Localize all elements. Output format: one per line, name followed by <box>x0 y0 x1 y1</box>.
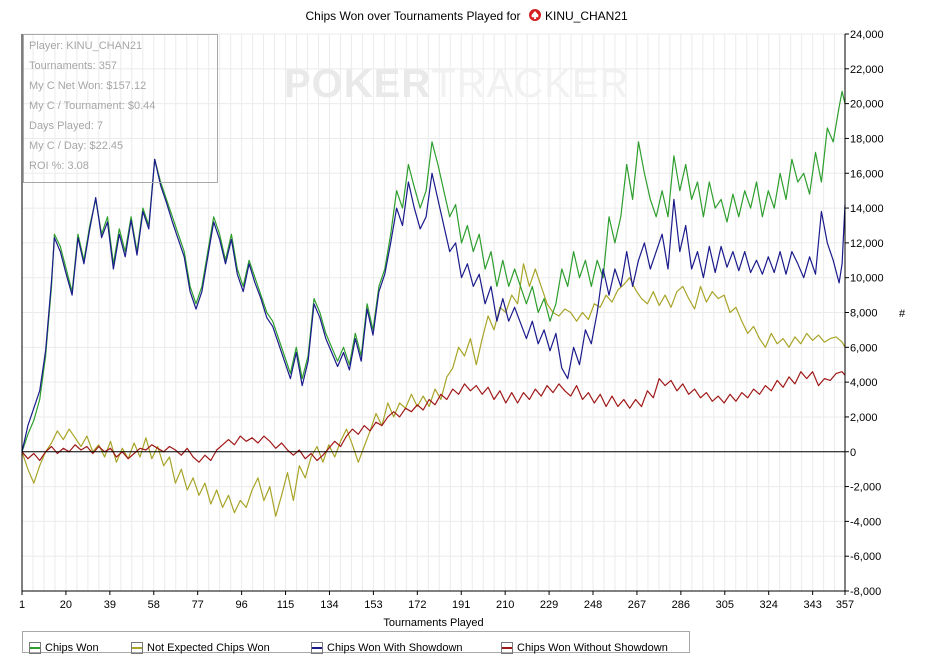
x-tick-label: 58 <box>148 599 160 611</box>
x-tick-label: 115 <box>277 599 295 611</box>
x-tick-label: 210 <box>496 599 514 611</box>
y-tick-label: 12,000 <box>850 238 884 250</box>
x-tick-label: 343 <box>803 599 821 611</box>
x-tick-label: 39 <box>104 599 116 611</box>
y-tick-label: 0 <box>850 447 856 459</box>
axes-layer: 24,00022,00020,00018,00016,00014,00012,0… <box>19 29 906 629</box>
legend-label: Not Expected Chips Won <box>147 642 270 654</box>
pokerstars-spade-icon <box>529 9 541 21</box>
watermark-part2: TRACKER <box>431 62 630 106</box>
stats-days-played: Days Played: 7 <box>29 120 103 132</box>
y-tick-label: 18,000 <box>850 133 884 145</box>
x-tick-label: 286 <box>672 599 690 611</box>
y-tick-label: -4,000 <box>850 516 881 528</box>
stats-per-day: My C / Day: $22.45 <box>29 140 124 152</box>
x-tick-label: 77 <box>192 599 204 611</box>
series-line-not-expected-chips-won <box>21 263 846 517</box>
y-tick-label: 10,000 <box>850 273 884 285</box>
y-axis-label: # <box>899 308 906 320</box>
x-tick-label: 324 <box>760 599 778 611</box>
legend-item-without-showdown[interactable]: Chips Won Without Showdown <box>501 642 668 654</box>
x-tick-label: 172 <box>408 599 426 611</box>
stats-roi: ROI %: 3.08 <box>29 160 89 172</box>
legend-label: Chips Won With Showdown <box>327 642 463 654</box>
x-tick-label: 1 <box>19 599 25 611</box>
y-tick-label: 16,000 <box>850 168 884 180</box>
legend-item-with-showdown[interactable]: Chips Won With Showdown <box>311 642 463 654</box>
chart-title: Chips Won over Tournaments Played for <box>306 9 521 23</box>
stats-per-tourney: My C / Tournament: $0.44 <box>29 100 156 112</box>
x-tick-label: 357 <box>836 599 854 611</box>
y-tick-label: -8,000 <box>850 586 881 598</box>
legend-item-chips-won[interactable]: Chips Won <box>29 642 99 654</box>
stats-tournaments: Tournaments: 357 <box>29 60 118 72</box>
y-tick-label: 20,000 <box>850 99 884 111</box>
watermark-part1: POKER <box>284 62 432 106</box>
series-line-chips-won-without-showdown <box>21 371 846 463</box>
legend-swatch <box>131 642 143 654</box>
legend-label: Chips Won Without Showdown <box>517 642 668 654</box>
stats-net-won: My C Net Won: $157.12 <box>29 80 147 92</box>
x-tick-label: 229 <box>540 599 558 611</box>
x-tick-label: 20 <box>60 599 72 611</box>
legend-label: Chips Won <box>45 642 99 654</box>
legend-swatch <box>501 642 513 654</box>
y-tick-label: -2,000 <box>850 482 881 494</box>
series-line-chips-won-with-showdown <box>21 158 846 452</box>
x-tick-label: 248 <box>584 599 602 611</box>
stats-box: Player: KINU_CHAN21 Tournaments: 357 My … <box>23 34 218 183</box>
legend-swatch <box>29 642 41 654</box>
y-tick-label: 22,000 <box>850 64 884 76</box>
y-tick-label: -6,000 <box>850 551 881 563</box>
pokertracker-watermark: POKERTRACKER <box>284 62 629 107</box>
y-tick-label: 14,000 <box>850 203 884 215</box>
y-tick-label: 8,000 <box>850 308 878 320</box>
x-tick-label: 134 <box>320 599 338 611</box>
chart-player-name: KINU_CHAN21 <box>545 9 628 23</box>
x-tick-label: 191 <box>452 599 470 611</box>
legend: Chips Won Not Expected Chips Won Chips W… <box>22 631 690 654</box>
stats-player: Player: KINU_CHAN21 <box>29 40 143 52</box>
legend-swatch <box>311 642 323 654</box>
series-layer <box>21 90 846 517</box>
legend-item-not-expected[interactable]: Not Expected Chips Won <box>131 642 270 654</box>
x-tick-label: 153 <box>364 599 382 611</box>
y-tick-label: 24,000 <box>850 29 884 41</box>
y-tick-label: 2,000 <box>850 412 878 424</box>
x-tick-label: 267 <box>628 599 646 611</box>
y-tick-label: 4,000 <box>850 377 878 389</box>
y-tick-label: 6,000 <box>850 342 878 354</box>
x-axis-label: Tournaments Played <box>383 617 483 629</box>
x-tick-label: 305 <box>716 599 734 611</box>
x-tick-label: 96 <box>235 599 247 611</box>
